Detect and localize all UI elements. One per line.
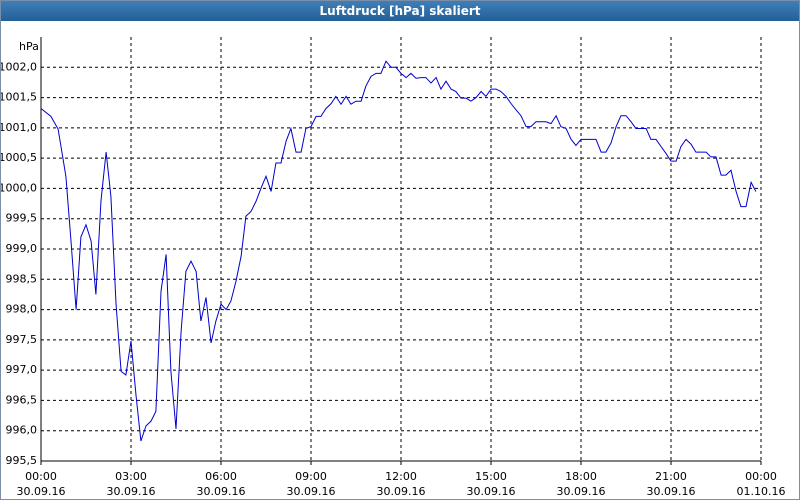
- y-tick-label: 998,0: [6, 303, 38, 316]
- y-tick-label: 997,5: [6, 333, 38, 346]
- y-tick-label: 1001,0: [1, 121, 37, 134]
- y-tick-label: 996,0: [6, 424, 38, 437]
- x-tick-label: 15:00 30.09.16: [466, 470, 516, 498]
- x-tick-label: 09:00 30.09.16: [286, 470, 336, 498]
- x-tick-label: 12:00 30.09.16: [376, 470, 426, 498]
- x-tick-label: 00:00 01.10.16: [736, 470, 786, 498]
- y-tick-label: 997,0: [6, 363, 38, 376]
- y-tick-label: 1001,5: [1, 91, 37, 104]
- data-line: [40, 60, 757, 442]
- x-tick-label: 00:00 30.09.16: [16, 470, 66, 498]
- x-tick-label: 06:00 30.09.16: [196, 470, 246, 498]
- y-unit: hPa: [19, 40, 39, 53]
- y-tick-label: 996,5: [6, 393, 38, 406]
- y-tick-label: 1000,0: [1, 181, 37, 194]
- y-tick-label: 1002,0: [1, 60, 37, 73]
- y-tick-label: 998,5: [6, 272, 38, 285]
- title-bar: Luftdruck [hPa] skaliert: [1, 1, 799, 21]
- y-tick-label: 995,5: [6, 454, 38, 467]
- x-tick-label: 21:00 30.09.16: [646, 470, 696, 498]
- y-tick-label: 999,5: [6, 212, 38, 225]
- y-tick-label: 1000,5: [1, 151, 37, 164]
- x-tick-label: 18:00 30.09.16: [556, 470, 606, 498]
- x-tick-label: 03:00 30.09.16: [106, 470, 156, 498]
- y-tick-label: 999,0: [6, 242, 38, 255]
